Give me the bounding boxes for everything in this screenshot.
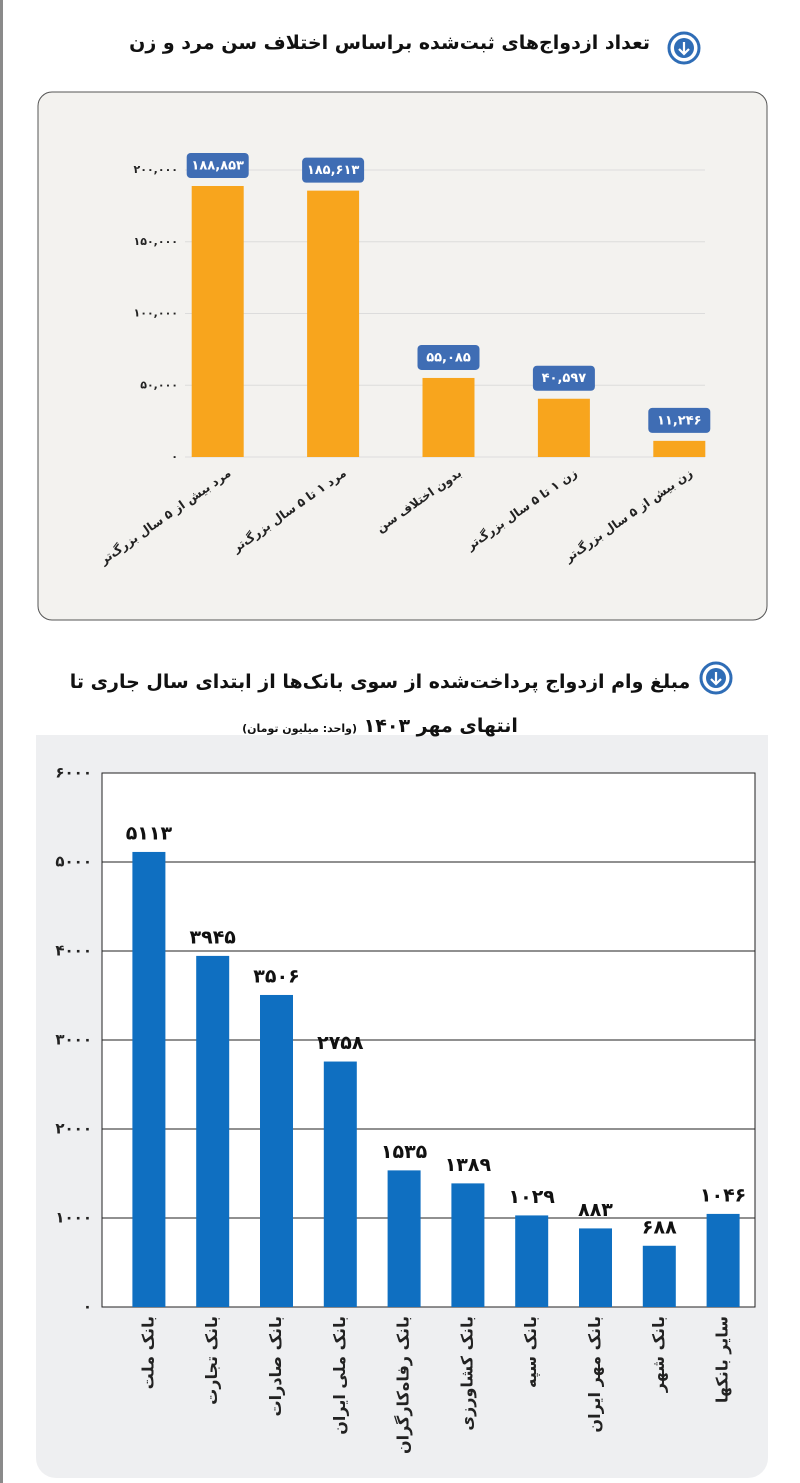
- y-tick-label: ۶۰۰۰: [55, 764, 92, 782]
- value-label: ۱۰۲۹: [509, 1186, 556, 1208]
- chart-title-block: مبلغ وام ازدواج پرداخت‌شده از سوی بانک‌ه…: [60, 660, 700, 751]
- value-label: ۴۰,۵۹۷: [532, 365, 595, 391]
- y-tick-label: ۲۰۰,۰۰۰: [134, 163, 178, 176]
- value-label-box: [302, 157, 365, 183]
- y-tick-label: ۵۰,۰۰۰: [140, 378, 178, 391]
- value-label: ۸۸۳: [578, 1199, 613, 1221]
- value-label: ۵۱۱۳: [126, 822, 173, 844]
- bar: [422, 377, 475, 457]
- bar: [706, 1213, 740, 1307]
- bar: [515, 1215, 549, 1307]
- value-label: ۱۱,۲۴۶: [648, 407, 711, 433]
- x-tick-label: بانک سپه: [521, 1316, 541, 1388]
- bar: [642, 1245, 676, 1307]
- bar: [307, 190, 360, 458]
- value-label-text: ۴۰,۵۹۷: [542, 371, 587, 386]
- y-tick-label: ۴۰۰۰: [55, 942, 92, 960]
- chart-title: مبلغ وام ازدواج پرداخت‌شده از سوی بانک‌ه…: [69, 671, 691, 737]
- title-icon: [667, 31, 701, 65]
- bar: [579, 1228, 612, 1307]
- chart-title: تعداد ازدواج‌های ثبت‌شده براساس اختلاف س…: [129, 32, 650, 54]
- value-label: ۳۵۰۶: [253, 965, 299, 987]
- y-tick-label: ۱۰۰۰: [55, 1209, 92, 1227]
- x-tick-label: سایر بانکها: [713, 1316, 732, 1403]
- bar: [191, 185, 244, 457]
- value-label: ۱۵۳۵: [381, 1141, 428, 1163]
- value-label: ۱۳۸۹: [445, 1154, 492, 1176]
- value-label-box: [417, 344, 480, 370]
- x-tick-label: بانک ملت: [138, 1316, 157, 1389]
- title-icon: [699, 661, 733, 695]
- bar: [132, 851, 166, 1307]
- x-tick-label: بانک شهر: [649, 1316, 668, 1393]
- x-tick-label: بانک کشاورزی: [457, 1316, 476, 1431]
- bar: [537, 398, 590, 457]
- y-tick-label: ۲۰۰۰: [55, 1120, 92, 1138]
- x-tick-label: بانک مهر ایران: [585, 1316, 604, 1433]
- value-label: ۲۷۵۸: [317, 1032, 364, 1054]
- value-label-text: ۱۸۵,۶۱۳: [307, 163, 360, 178]
- y-tick-label: ۰: [83, 1298, 92, 1316]
- bar: [387, 1170, 421, 1307]
- value-label: ۱۰۴۶: [700, 1184, 746, 1206]
- y-tick-label: ۰: [171, 450, 178, 463]
- bar: [451, 1183, 485, 1307]
- value-label: ۱۸۸,۸۵۳: [186, 152, 249, 178]
- page-edge: [0, 0, 3, 1483]
- bar: [653, 440, 706, 457]
- value-label-box: [648, 407, 711, 433]
- value-label-text: ۵۵,۰۸۵: [426, 350, 471, 365]
- x-tick-label: بانک صادرات: [266, 1316, 285, 1416]
- value-label-box: [186, 152, 249, 178]
- y-tick-label: ۱۰۰,۰۰۰: [134, 307, 178, 320]
- value-label: ۳۹۴۵: [190, 926, 237, 948]
- value-label-text: ۱۱,۲۴۶: [657, 413, 702, 428]
- bar: [323, 1061, 357, 1307]
- value-label: ۱۸۵,۶۱۳: [302, 157, 365, 183]
- bar: [196, 955, 230, 1307]
- y-tick-label: ۱۵۰,۰۰۰: [134, 235, 178, 248]
- value-label-box: [532, 365, 595, 391]
- x-tick-label: بانک ملی ایران: [330, 1316, 349, 1435]
- value-label-text: ۱۸۸,۸۵۳: [191, 158, 244, 173]
- x-tick-label: بانک تجارت: [202, 1316, 221, 1405]
- y-tick-label: ۵۰۰۰: [55, 853, 92, 871]
- value-label: ۶۸۸: [642, 1216, 677, 1238]
- x-tick-label: بانک رفاه‌کارگران: [394, 1316, 413, 1454]
- chart-subtitle: (واحد: میلیون تومان): [242, 722, 358, 735]
- y-tick-label: ۳۰۰۰: [55, 1031, 92, 1049]
- value-label: ۵۵,۰۸۵: [417, 344, 480, 370]
- bar: [260, 994, 293, 1307]
